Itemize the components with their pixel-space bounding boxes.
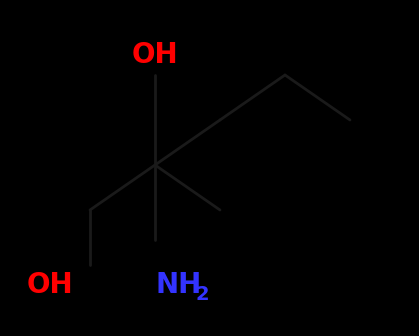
Text: 2: 2 bbox=[195, 286, 209, 304]
Text: NH: NH bbox=[155, 271, 201, 299]
Text: OH: OH bbox=[27, 271, 73, 299]
Text: OH: OH bbox=[132, 41, 178, 69]
